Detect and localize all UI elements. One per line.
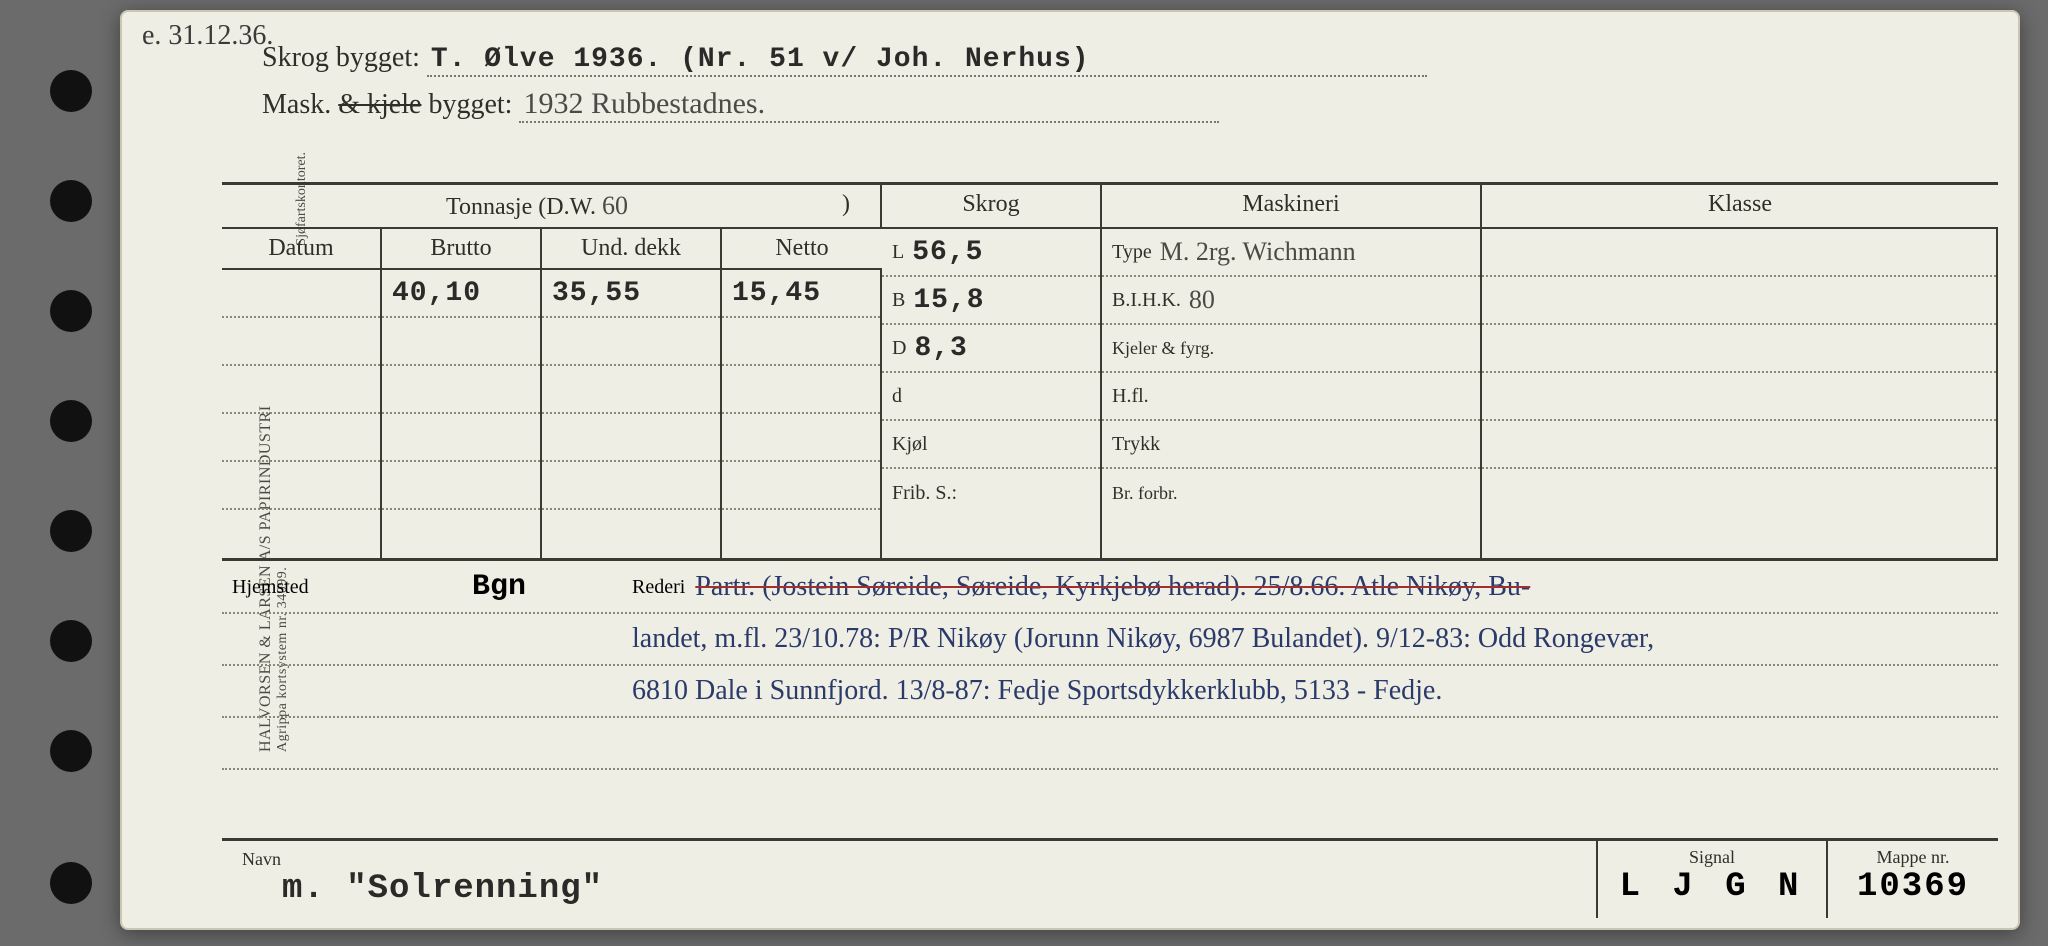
footer: Navn m. "Solrenning" Signal L J G N Mapp… xyxy=(222,838,1998,918)
dw-hand: 60 xyxy=(602,191,628,220)
netto-value: 15,45 xyxy=(732,278,821,309)
signal-label: Signal xyxy=(1610,847,1814,868)
type-value: M. 2rg. Wichmann xyxy=(1160,237,1356,267)
signal-value: L J G N xyxy=(1610,868,1814,906)
mask-label-post: bygget: xyxy=(428,89,512,120)
mask-label-strike: & kjele xyxy=(338,89,421,120)
binder-hole xyxy=(50,70,92,112)
bihk-value: 80 xyxy=(1189,285,1215,315)
netto-label: Netto xyxy=(722,229,882,268)
frib-label: Frib. S.: xyxy=(892,482,957,505)
hjemsted-value: Bgn xyxy=(472,570,632,604)
hfl-label: H.fl. xyxy=(1112,385,1149,408)
rederi-line-1: Partr. (Jostein Søreide, Søreide, Kyrkje… xyxy=(695,571,1998,603)
hjemsted-label: Hjemsted xyxy=(222,572,472,603)
klasse-header: Klasse xyxy=(1482,185,1998,227)
skrog-header: Skrog xyxy=(882,185,1102,227)
datum-label: Datum xyxy=(222,229,382,268)
und-value: 35,55 xyxy=(552,278,641,309)
mask-bygget-line: Mask. & kjele bygget: 1932 Rubbestadnes. xyxy=(262,87,1998,123)
binder-hole xyxy=(50,290,92,332)
b-value: 15,8 xyxy=(913,285,984,316)
navn-value: m. "Solrenning" xyxy=(282,870,1576,908)
binder-hole xyxy=(50,510,92,552)
mappe-label: Mappe nr. xyxy=(1840,847,1986,868)
skrog-bygget-line: Skrog bygget: T. Ølve 1936. (Nr. 51 v/ J… xyxy=(262,42,1998,77)
skrog-bygget-value: T. Ølve 1936. (Nr. 51 v/ Joh. Nerhus) xyxy=(427,44,1427,77)
brutto-value: 40,10 xyxy=(392,278,481,309)
type-label: Type xyxy=(1112,241,1152,264)
tonnasje-close: ) xyxy=(842,191,870,218)
mask-label-pre: Mask. xyxy=(262,89,331,120)
maskineri-header: Maskineri xyxy=(1102,185,1482,227)
tonnasje-label: Tonnasje (D.W. xyxy=(446,194,596,220)
br-label: Br. forbr. xyxy=(1112,484,1178,502)
bihk-label: B.I.H.K. xyxy=(1112,289,1181,312)
b-label: B xyxy=(892,289,905,312)
kjeler-label: Kjeler & fyrg. xyxy=(1112,339,1214,357)
mappe-value: 10369 xyxy=(1840,868,1986,906)
binder-hole xyxy=(50,730,92,772)
trykk-label: Trykk xyxy=(1112,433,1160,456)
rederi-line-3: 6810 Dale i Sunnfjord. 13/8-87: Fedje Sp… xyxy=(632,675,1998,707)
data-grid: Tonnasje (D.W. 60 ) Skrog Maskineri Klas… xyxy=(222,182,1998,561)
dcap-label: D xyxy=(892,337,906,360)
binder-hole xyxy=(50,620,92,662)
tonnasje-header: Tonnasje (D.W. 60 ) xyxy=(222,185,882,227)
card: HALVORSEN & LARSEN A/S PAPIRINDUSTRI Agr… xyxy=(120,10,2020,930)
mask-bygget-value: 1932 Rubbestadnes. xyxy=(519,87,1219,123)
dcap-value: 8,3 xyxy=(914,333,967,364)
binder-hole xyxy=(50,180,92,222)
kjol-label: Kjøl xyxy=(892,433,928,456)
und-label: Und. dekk xyxy=(542,229,722,268)
l-value: 56,5 xyxy=(912,237,983,268)
navn-label: Navn xyxy=(242,849,1576,870)
d-label: d xyxy=(892,385,902,408)
skrog-bygget-label: Skrog bygget: xyxy=(262,42,420,73)
binder-hole xyxy=(50,400,92,442)
rederi-line-2: landet, m.fl. 23/10.78: P/R Nikøy (Jorun… xyxy=(632,623,1998,655)
brutto-label: Brutto xyxy=(382,229,542,268)
rederi-label: Rederi xyxy=(632,576,695,599)
l-label: L xyxy=(892,241,904,264)
binder-hole xyxy=(50,862,92,904)
owner-section: Hjemsted Bgn Rederi Partr. (Jostein Søre… xyxy=(222,562,1998,822)
